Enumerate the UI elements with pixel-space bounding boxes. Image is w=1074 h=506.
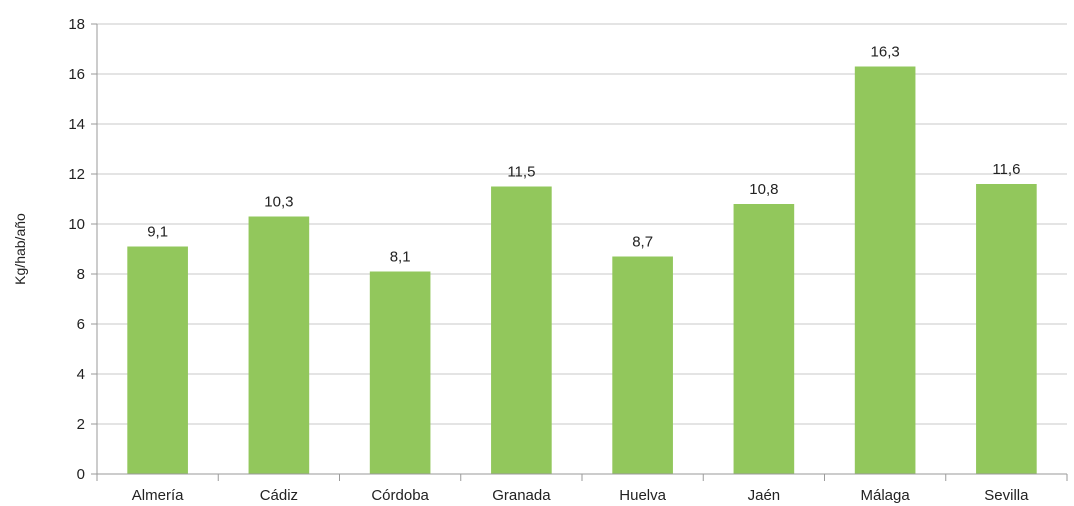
- bar: [976, 184, 1037, 474]
- x-axis-ticks: Almería Cádiz Córdoba Granada Huelva Jaén Mála…: [97, 474, 1067, 504]
- data-label: 10,3: [264, 194, 293, 211]
- x-tick-label: Córdoba: [371, 487, 429, 504]
- data-label: 10,8: [749, 181, 778, 198]
- data-label: 16,3: [871, 44, 900, 61]
- gridlines: [97, 24, 1067, 424]
- bar: [249, 217, 310, 475]
- bar: [855, 67, 916, 475]
- y-tick-label: 2: [77, 416, 85, 433]
- data-label: 9,1: [147, 224, 168, 241]
- data-label: 11,5: [507, 164, 535, 181]
- x-tick-label: Málaga: [861, 487, 911, 504]
- y-axis-ticks: 0 2 4 6 8 10 12 14 16 18: [68, 16, 97, 483]
- x-tick-label: Granada: [492, 487, 551, 504]
- y-tick-label: 6: [77, 316, 85, 333]
- bars: [127, 67, 1036, 475]
- data-label: 8,1: [390, 249, 411, 266]
- y-tick-label: 0: [77, 466, 85, 483]
- y-tick-label: 4: [77, 366, 85, 383]
- y-tick-label: 12: [68, 166, 85, 183]
- bar: [612, 257, 673, 475]
- y-tick-label: 14: [68, 116, 85, 133]
- data-label: 11,6: [992, 161, 1020, 178]
- x-tick-label: Almería: [132, 487, 184, 504]
- x-tick-label: Cádiz: [260, 487, 298, 504]
- bar: [491, 187, 552, 475]
- bar: [127, 247, 188, 475]
- y-tick-label: 10: [68, 216, 85, 233]
- y-tick-label: 8: [77, 266, 85, 283]
- y-tick-label: 18: [68, 16, 85, 33]
- y-tick-label: 16: [68, 66, 85, 83]
- x-tick-label: Sevilla: [984, 487, 1029, 504]
- y-axis-title: Kg/hab/año: [12, 213, 28, 285]
- data-label: 8,7: [632, 234, 653, 251]
- x-tick-label: Jaén: [748, 487, 781, 504]
- x-tick-label: Huelva: [619, 487, 666, 504]
- bar: [370, 272, 431, 475]
- bar: [734, 204, 795, 474]
- axes: [97, 24, 1067, 474]
